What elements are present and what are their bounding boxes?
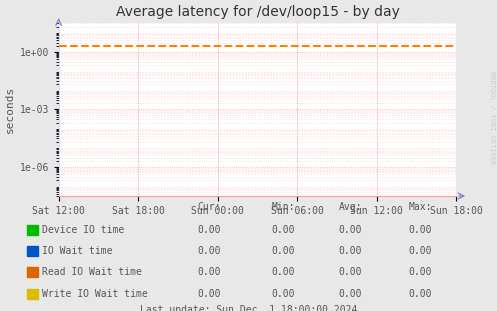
Title: Average latency for /dev/loop15 - by day: Average latency for /dev/loop15 - by day — [115, 5, 400, 19]
Y-axis label: seconds: seconds — [5, 86, 15, 133]
Text: 0.00: 0.00 — [197, 225, 221, 235]
Text: Device IO time: Device IO time — [42, 225, 124, 235]
Text: Avg:: Avg: — [338, 202, 362, 212]
Text: 0.00: 0.00 — [338, 289, 362, 299]
Text: 0.00: 0.00 — [197, 289, 221, 299]
Text: 0.00: 0.00 — [338, 267, 362, 277]
Text: 0.00: 0.00 — [408, 246, 432, 256]
Text: Write IO Wait time: Write IO Wait time — [42, 289, 148, 299]
Text: 0.00: 0.00 — [271, 289, 295, 299]
Text: RRDTOOL / TOBI OETIKER: RRDTOOL / TOBI OETIKER — [489, 72, 495, 165]
Text: Last update: Sun Dec  1 18:00:00 2024: Last update: Sun Dec 1 18:00:00 2024 — [140, 304, 357, 311]
Text: IO Wait time: IO Wait time — [42, 246, 112, 256]
Text: 0.00: 0.00 — [408, 225, 432, 235]
Text: 0.00: 0.00 — [197, 246, 221, 256]
Text: Max:: Max: — [408, 202, 432, 212]
Text: 0.00: 0.00 — [271, 246, 295, 256]
Text: 0.00: 0.00 — [338, 246, 362, 256]
Text: 0.00: 0.00 — [408, 289, 432, 299]
Text: 0.00: 0.00 — [408, 267, 432, 277]
Text: 0.00: 0.00 — [197, 267, 221, 277]
Text: 0.00: 0.00 — [271, 225, 295, 235]
Text: 0.00: 0.00 — [271, 267, 295, 277]
Text: 0.00: 0.00 — [338, 225, 362, 235]
Text: Read IO Wait time: Read IO Wait time — [42, 267, 142, 277]
Text: Cur:: Cur: — [197, 202, 221, 212]
Text: Min:: Min: — [271, 202, 295, 212]
